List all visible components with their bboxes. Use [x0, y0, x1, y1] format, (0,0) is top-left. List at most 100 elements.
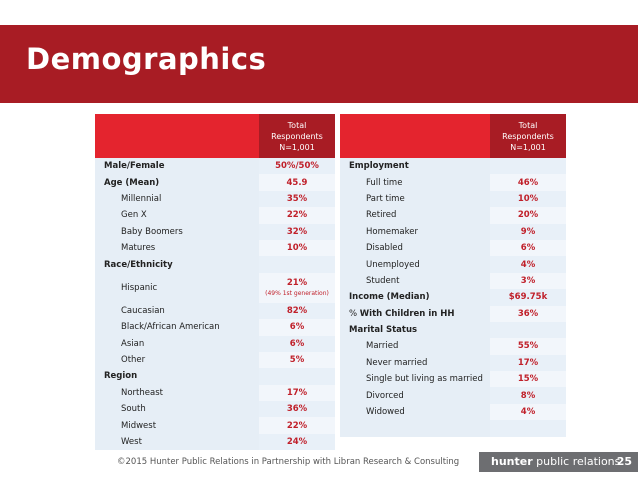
right-table: Total Respondents N=1,001 Employment Full… — [340, 114, 566, 437]
title-banner: Demographics — [0, 25, 638, 103]
row-label: Millennial — [95, 190, 259, 208]
table-row: Disabled 6% — [340, 239, 566, 257]
row-value: 6% — [259, 335, 335, 352]
row-label: Race/Ethnicity — [95, 256, 259, 273]
row-value: 6% — [490, 239, 566, 257]
row-label: Part time — [340, 190, 490, 208]
table-row: Divorced 8% — [340, 387, 566, 404]
row-label: Region — [95, 368, 259, 385]
table-row: Midwest 22% — [95, 417, 335, 434]
table-row: Marital Status — [340, 321, 566, 339]
right-header-label-cell — [340, 114, 490, 158]
row-value: 9% — [490, 223, 566, 240]
row-value: 21% (49% 1st generation) — [259, 272, 335, 303]
table-row — [340, 420, 566, 437]
header-line: N=1,001 — [510, 142, 546, 152]
row-value-text: $69.75k — [508, 292, 548, 303]
row-value: 24% — [259, 433, 335, 451]
row-value-text: 45.9 — [286, 177, 308, 188]
page-title: Demographics — [26, 42, 267, 76]
row-value-text: 36% — [286, 404, 308, 415]
brand-bar: hunter public relations 25 — [479, 452, 638, 472]
row-value: 46% — [490, 174, 566, 191]
table-row: Male/Female 50%/50% — [95, 158, 335, 175]
brand-logo-rest: public relations — [532, 455, 621, 468]
header-line: Total — [287, 120, 307, 130]
row-value-text: 4% — [520, 259, 536, 270]
row-value-text: 10% — [286, 243, 308, 254]
row-value: 22% — [259, 417, 335, 434]
row-label: Homemaker — [340, 223, 490, 240]
row-value — [490, 321, 566, 339]
row-value-text: 6% — [289, 322, 305, 333]
row-label-bold: With Children in HH — [359, 308, 455, 319]
table-row: Retired 20% — [340, 207, 566, 224]
row-value-text: 55% — [517, 341, 539, 352]
row-value: $69.75k — [490, 289, 566, 306]
row-label: Male/Female — [95, 158, 259, 175]
row-label: South — [95, 401, 259, 418]
row-value-text: 82% — [286, 305, 308, 316]
row-value: 4% — [490, 403, 566, 421]
row-value-note: (49% 1st generation) — [265, 290, 329, 298]
row-label: Employment — [340, 158, 490, 175]
table-row: Hispanic 21% (49% 1st generation) — [95, 272, 335, 303]
row-label: Unemployed — [340, 256, 490, 273]
row-label: Black/African American — [95, 319, 259, 336]
row-value-text: 20% — [517, 210, 539, 221]
row-value: 50%/50% — [259, 158, 335, 175]
table-row: Asian 6% — [95, 335, 335, 352]
row-value-text: 6% — [289, 338, 305, 349]
row-value: 36% — [490, 305, 566, 322]
row-value: 15% — [490, 371, 566, 388]
row-value: 5% — [259, 351, 335, 369]
row-label: Gen X — [95, 207, 259, 224]
row-value — [490, 158, 566, 175]
row-value-text: 21% — [286, 278, 308, 289]
table-row: Married 55% — [340, 338, 566, 355]
row-value: 20% — [490, 207, 566, 224]
row-value: 10% — [259, 239, 335, 257]
brand-logo: hunter public relations — [491, 452, 620, 472]
row-label: Northeast — [95, 384, 259, 402]
table-row: Caucasian 82% — [95, 302, 335, 320]
page-number: 25 — [616, 455, 632, 468]
row-label: Matures — [95, 239, 259, 257]
row-value: 4% — [490, 256, 566, 273]
row-value: 55% — [490, 338, 566, 355]
row-label-prefix: % — [349, 308, 360, 319]
row-value-text: 4% — [520, 407, 536, 418]
table-row: Gen X 22% — [95, 207, 335, 224]
row-value-text: 46% — [517, 177, 539, 188]
row-value-text: 6% — [520, 243, 536, 254]
row-label: Income (Median) — [340, 289, 490, 306]
table-row: Other 5% — [95, 351, 335, 369]
row-value-text: 24% — [286, 437, 308, 448]
row-value-text: 15% — [517, 374, 539, 385]
row-label: Hispanic — [95, 272, 259, 303]
row-value-text: 36% — [517, 308, 539, 319]
row-label: Baby Boomers — [95, 223, 259, 240]
table-row: Race/Ethnicity — [95, 256, 335, 273]
row-label: Midwest — [95, 417, 259, 434]
row-label — [340, 420, 490, 437]
row-label: Married — [340, 338, 490, 355]
right-table-header: Total Respondents N=1,001 — [340, 114, 566, 158]
table-row: Full time 46% — [340, 174, 566, 191]
left-header-label-cell — [95, 114, 259, 158]
table-row: South 36% — [95, 401, 335, 418]
table-row: Single but living as married 15% — [340, 371, 566, 388]
brand-logo-bold: hunter — [491, 455, 533, 468]
table-row: Black/African American 6% — [95, 319, 335, 336]
row-label: Full time — [340, 174, 490, 191]
header-line: Total — [518, 120, 538, 130]
table-row: Region — [95, 368, 335, 385]
row-value-text: 17% — [286, 387, 308, 398]
row-value-text: 3% — [520, 275, 536, 286]
row-value-text: 8% — [520, 390, 536, 401]
row-value-text: 32% — [286, 226, 308, 237]
table-row: Age (Mean) 45.9 — [95, 174, 335, 191]
row-label: West — [95, 433, 259, 451]
table-row: Income (Median) $69.75k — [340, 289, 566, 306]
row-value-text: 35% — [286, 193, 308, 204]
